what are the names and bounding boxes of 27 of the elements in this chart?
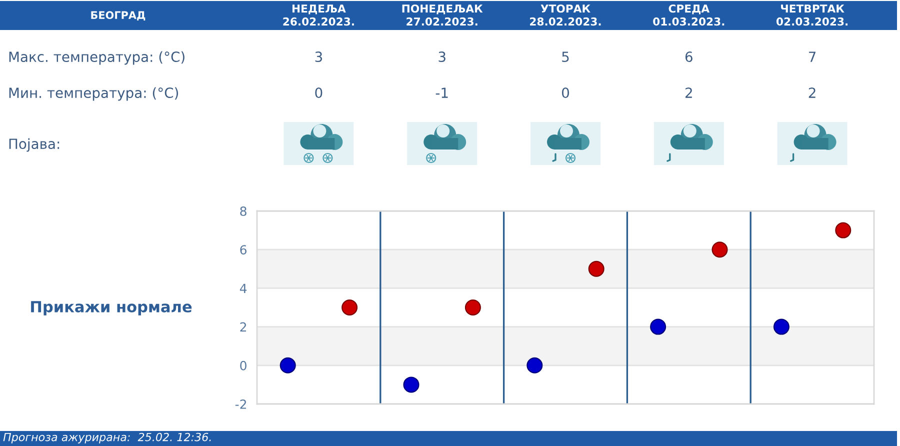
y-tick-label: -2 <box>235 399 246 409</box>
data-label: 5 <box>562 52 569 62</box>
text: БЕОГРАД <box>91 11 146 21</box>
data-label: 0 <box>562 88 569 98</box>
data-label: 3 <box>315 52 322 62</box>
y-tick-label: 8 <box>240 206 246 216</box>
data-label: -1 <box>436 88 448 98</box>
data-label: 2 <box>686 88 692 98</box>
text: Прикажи нормале <box>31 301 192 316</box>
data-label: 6 <box>685 52 692 62</box>
data-label: 0 <box>315 88 322 98</box>
text: Макс. температура: (°C) <box>9 51 184 65</box>
data-label: 7 <box>809 52 816 62</box>
text: Прогноза ажурирана: 25.02. 12:36. <box>3 432 211 444</box>
y-tick-label: 2 <box>240 322 246 332</box>
text: Појава: <box>9 138 60 152</box>
y-tick-label: 6 <box>240 245 246 255</box>
text: НЕДЕЉА 26.02.2023. <box>283 4 354 26</box>
text: ЧЕТВРТАК 02.03.2023. <box>776 4 848 26</box>
data-label: 3 <box>438 52 446 62</box>
data-label: 2 <box>808 88 816 98</box>
y-tick-label: 0 <box>240 360 246 370</box>
y-tick-label: 4 <box>240 284 247 293</box>
text: ПОНЕДЕЉАК 27.02.2023. <box>402 4 483 26</box>
text: СРЕДА 01.03.2023. <box>653 4 724 26</box>
text: Мин. температура: (°C) <box>9 87 178 101</box>
text: УТОРАК 28.02.2023. <box>530 4 601 26</box>
